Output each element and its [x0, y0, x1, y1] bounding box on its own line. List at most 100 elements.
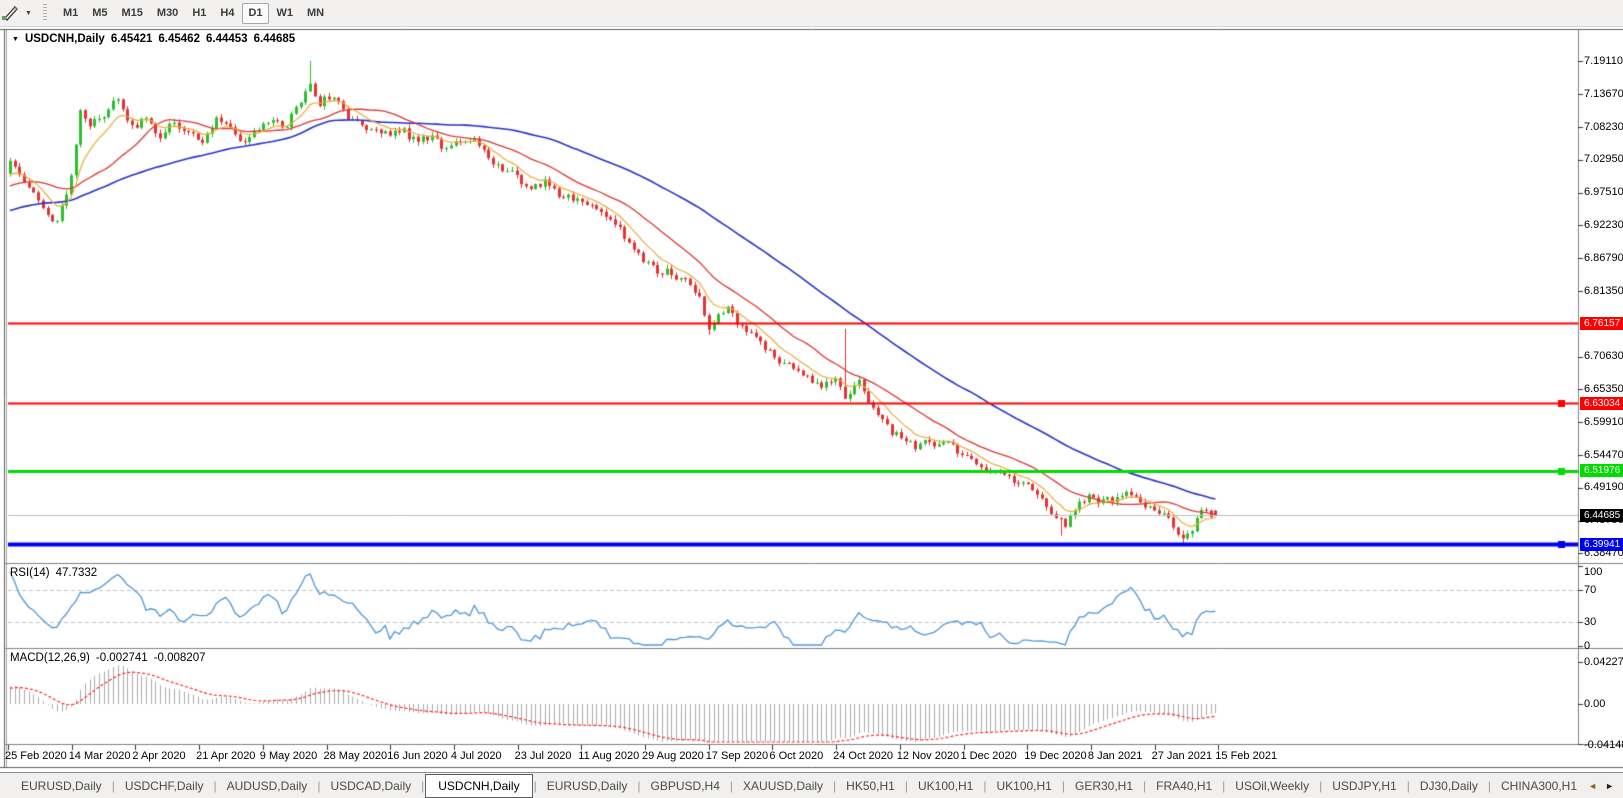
price-axis-tick: 6.54470	[1584, 448, 1623, 461]
tab-separator: |	[213, 778, 217, 793]
timeframe-button-m1[interactable]: M1	[62, 6, 79, 19]
timeframe-button-d1[interactable]: D1	[242, 2, 269, 24]
tab-eurusd-daily[interactable]: EURUSD,Daily	[21, 778, 102, 793]
tab-dj30-daily[interactable]: DJ30,Daily	[1419, 778, 1478, 793]
price-axis-tick: 7.13670	[1584, 87, 1623, 100]
tab-gbpusd-h4[interactable]: GBPUSD,H4	[650, 778, 720, 793]
price-axis-tick: 7.19110	[1584, 54, 1623, 67]
tab-ger30-h1[interactable]: GER30,H1	[1074, 778, 1134, 793]
timeframe-button-m15[interactable]: M15	[121, 6, 143, 19]
price-level-label: 6.76157	[1580, 316, 1623, 330]
date-axis-label: 6 Oct 2020	[769, 750, 824, 762]
date-axis-label: 29 Aug 2020	[642, 750, 704, 762]
draw-tool-button[interactable]: ▼	[0, 2, 33, 24]
current-price-label: 6.44685	[1580, 508, 1623, 522]
chevron-down-icon[interactable]: ▼	[25, 9, 32, 17]
tab-xauusd-daily[interactable]: XAUUSD,Daily	[743, 778, 824, 793]
tab-separator: |	[983, 778, 987, 793]
date-axis-label: 4 Jul 2020	[450, 750, 502, 762]
date-axis-label: 2 Apr 2020	[132, 750, 186, 762]
chart-context-arrow-icon[interactable]: ▼	[12, 35, 19, 43]
timeframe-button-w1[interactable]: W1	[276, 6, 294, 19]
date-axis-label: 28 May 2020	[323, 750, 388, 762]
timeframe-toolbar: M1 M5 M15 M30 H1 H4 D1 W1 MN	[56, 2, 331, 24]
ohlc-low: 6.44453	[205, 33, 248, 45]
ohlc-open: 6.45421	[110, 33, 153, 45]
macd-axis-tick: -0.04148	[1584, 739, 1623, 751]
tab-fra40-h1[interactable]: FRA40,H1	[1156, 778, 1213, 793]
tab-uk100-h1[interactable]: UK100,H1	[917, 778, 974, 793]
ohlc-high: 6.45462	[158, 33, 200, 45]
timeframe-button-h1[interactable]: H1	[192, 6, 207, 19]
tab-separator: |	[904, 778, 908, 793]
price-axis-tick: 7.02950	[1584, 153, 1623, 166]
rsi-indicator-label: RSI(14) 47.7332	[10, 567, 97, 579]
rsi-axis-tick: 100	[1584, 566, 1603, 578]
price-axis-tick: 6.86790	[1584, 251, 1623, 264]
macd-axis-tick: 0.00	[1584, 698, 1606, 710]
date-axis-label: 11 Aug 2020	[578, 750, 640, 762]
date-axis-label: 8 Jan 2021	[1087, 750, 1143, 762]
macd-indicator-label: MACD(12,26,9) -0.002741 -0.008207	[10, 652, 205, 664]
tab-separator: |	[421, 778, 425, 793]
macd-axis-tick: 0.042275	[1584, 656, 1623, 668]
price-axis-tick: 6.81350	[1584, 284, 1623, 297]
tab-usdjpy-h1[interactable]: USDJPY,H1	[1332, 778, 1397, 793]
date-axis-label: 24 Oct 2020	[833, 750, 894, 762]
toolbar-grip[interactable]	[42, 4, 47, 22]
price-axis-tick: 6.70630	[1584, 350, 1623, 363]
tab-separator: |	[1319, 778, 1323, 793]
rsi-axis-tick: 70	[1584, 584, 1597, 597]
date-axis-label: 19 Dec 2020	[1024, 750, 1087, 762]
chart-title: ▼ USDCNH,Daily 6.45421 6.45462 6.44453 6…	[12, 33, 295, 45]
tab-separator: |	[1061, 778, 1065, 793]
toolbar: ▼ M1 M5 M15 M30 H1 H4 D1 W1 MN	[0, 0, 1623, 27]
chart-symbol-period: USDCNH,Daily	[24, 33, 105, 45]
tab-usdcad-daily[interactable]: USDCAD,Daily	[330, 778, 412, 793]
date-axis-label: 17 Sep 2020	[705, 750, 769, 762]
tab-separator: |	[833, 778, 837, 793]
tab-scroll-left-button[interactable]: ◄	[1588, 781, 1598, 791]
macd-name: MACD(12,26,9)	[10, 652, 90, 664]
date-axis-label: 1 Dec 2020	[960, 750, 1017, 762]
tab-separator: |	[637, 778, 641, 793]
tab-eurusd-daily[interactable]: EURUSD,Daily	[546, 778, 628, 793]
macd-main-value: -0.002741	[95, 652, 148, 664]
timeframe-button-h4[interactable]: H4	[220, 6, 235, 19]
timeframe-button-m30[interactable]: M30	[156, 6, 179, 19]
date-axis-label: 9 May 2020	[259, 750, 318, 762]
rsi-name: RSI(14)	[10, 567, 50, 579]
tab-separator: |	[729, 778, 734, 793]
tab-usdcnh-daily[interactable]: USDCNH,Daily	[425, 773, 533, 798]
tab-china300-h1[interactable]: CHINA300,H1	[1500, 778, 1578, 793]
draw-tool-icon	[2, 5, 18, 21]
tab-scroll-buttons: ◄ ►	[1579, 774, 1623, 798]
date-axis-label: 16 Jun 2020	[387, 750, 448, 762]
price-axis-tick: 6.92230	[1584, 218, 1623, 231]
tab-separator: |	[317, 778, 321, 793]
price-level-label: 6.63034	[1580, 396, 1623, 410]
date-axis-label: 25 Feb 2020	[5, 750, 67, 762]
price-axis-tick: 6.97510	[1584, 186, 1623, 199]
timeframe-button-mn[interactable]: MN	[307, 6, 325, 19]
price-axis-tick: 6.59910	[1584, 415, 1623, 428]
price-level-label: 6.51976	[1580, 464, 1623, 478]
tab-hk50-h1[interactable]: HK50,H1	[846, 778, 895, 793]
date-axis-label: 12 Nov 2020	[896, 750, 960, 762]
tab-scroll-right-button[interactable]: ►	[1605, 781, 1614, 791]
date-axis-label: 15 Feb 2021	[1215, 750, 1278, 762]
price-axis-tick: 7.08230	[1584, 120, 1623, 133]
tab-usoil-weekly[interactable]: USOil,Weekly	[1235, 778, 1310, 793]
macd-signal-value: -0.008207	[153, 652, 206, 664]
tab-usdchf-daily[interactable]: USDCHF,Daily	[124, 778, 204, 793]
tab-separator: |	[1143, 778, 1147, 793]
date-axis-label: 23 Jul 2020	[514, 750, 572, 762]
tab-audusd-daily[interactable]: AUDUSD,Daily	[226, 778, 308, 793]
tab-uk100-h1[interactable]: UK100,H1	[996, 778, 1052, 793]
timeframe-button-m5[interactable]: M5	[92, 6, 108, 19]
tab-separator: |	[1406, 778, 1410, 793]
rsi-axis-tick: 30	[1584, 616, 1597, 629]
price-level-label: 6.39941	[1580, 537, 1623, 551]
date-axis-label: 14 Mar 2020	[68, 750, 131, 762]
